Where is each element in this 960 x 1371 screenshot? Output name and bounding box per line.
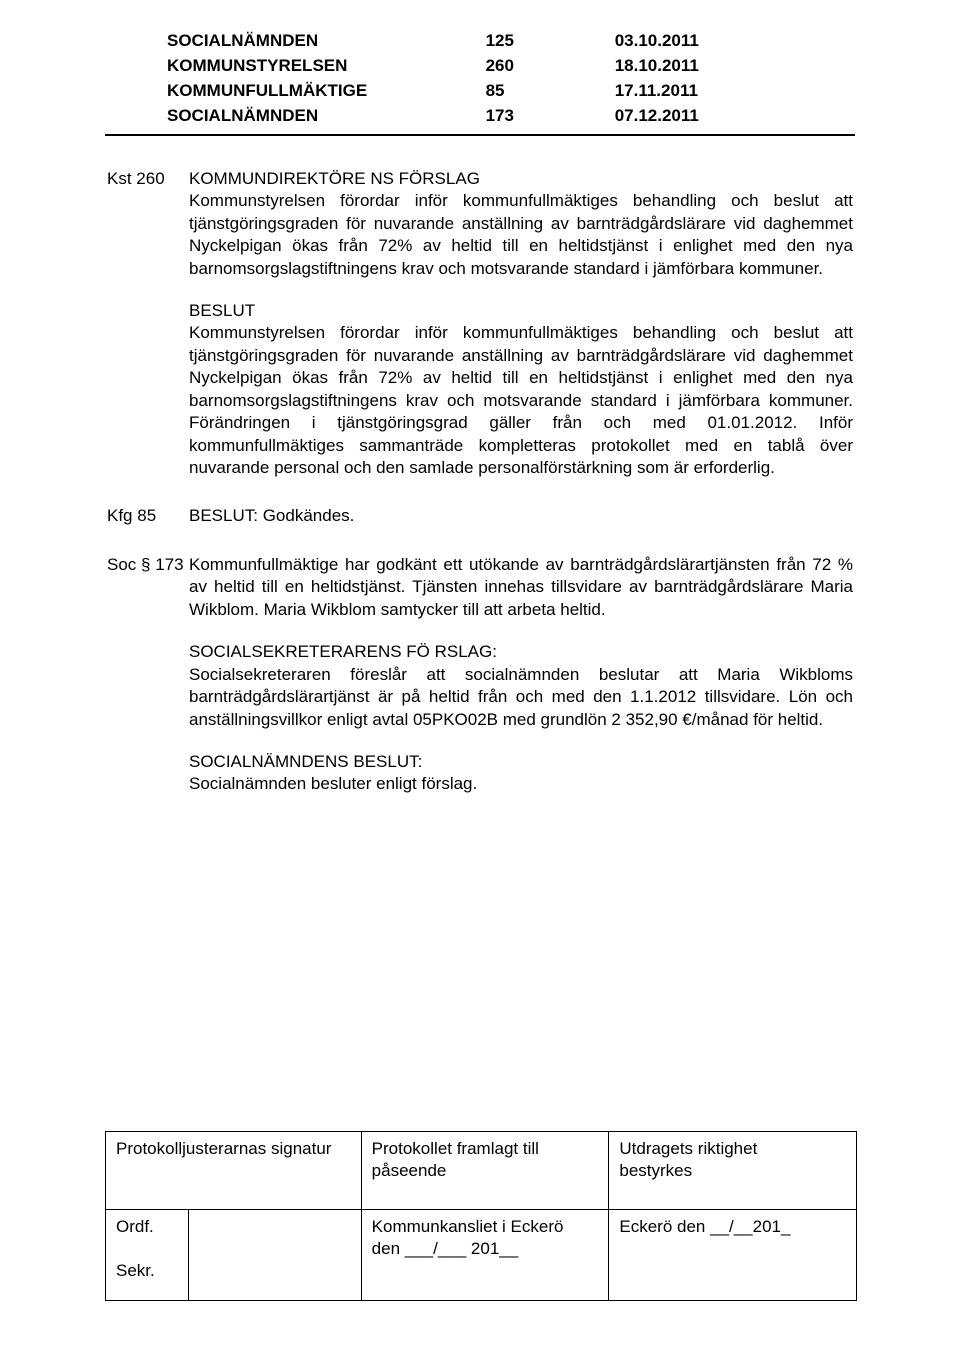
header-row: KOMMUNFULLMÄKTIGE 85 17.11.2011 bbox=[167, 80, 758, 103]
footer-text: Utdragets riktighet bbox=[619, 1139, 757, 1158]
body-text: KOMMUNDIREKTÖRE NS FÖRSLAG Kommunstyrels… bbox=[189, 168, 853, 480]
footer-text: Kommunkansliet i Eckerö bbox=[372, 1217, 564, 1236]
header-label: SOCIALNÄMNDEN bbox=[167, 30, 484, 53]
paragraph: Kommunstyrelsen förordar inför kommunful… bbox=[189, 322, 853, 479]
page: SOCIALNÄMNDEN 125 03.10.2011 KOMMUNSTYRE… bbox=[0, 0, 960, 1371]
header-label: SOCIALNÄMNDEN bbox=[167, 105, 484, 128]
paragraph: Kommunfullmäktige har godkänt ett utökan… bbox=[189, 554, 853, 621]
footer-text: den ___/___ 201__ bbox=[372, 1239, 519, 1258]
header-table: SOCIALNÄMNDEN 125 03.10.2011 KOMMUNSTYRE… bbox=[165, 28, 760, 130]
header-date: 17.11.2011 bbox=[615, 80, 758, 103]
header-date: 18.10.2011 bbox=[615, 55, 758, 78]
header-row: SOCIALNÄMNDEN 125 03.10.2011 bbox=[167, 30, 758, 53]
footer-row-1: Protokolljusterarnas signatur Protokolle… bbox=[106, 1131, 857, 1209]
footer-cell-utdrag: Utdragets riktighet bestyrkes bbox=[609, 1131, 857, 1209]
header-label: KOMMUNFULLMÄKTIGE bbox=[167, 80, 484, 103]
header-num: 260 bbox=[486, 55, 613, 78]
section-soc173: Soc § 173 Kommunfullmäktige har godkänt … bbox=[105, 552, 855, 798]
paragraph: Kommunstyrelsen förordar inför kommunful… bbox=[189, 190, 853, 280]
footer-cell-ordf: Ordf. Sekr. bbox=[106, 1209, 189, 1300]
body-text: BESLUT: Godkändes. bbox=[189, 505, 354, 527]
section-kst260: Kst 260 KOMMUNDIREKTÖRE NS FÖRSLAG Kommu… bbox=[105, 166, 855, 482]
section-kfg85: Kfg 85 BESLUT: Godkändes. bbox=[105, 503, 356, 529]
ref-label: Kst 260 bbox=[107, 168, 187, 480]
footer-cell-signature: Protokolljusterarnas signatur bbox=[106, 1131, 362, 1209]
header-label: KOMMUNSTYRELSEN bbox=[167, 55, 484, 78]
footer-table: Protokolljusterarnas signatur Protokolle… bbox=[105, 1131, 857, 1301]
header-num: 85 bbox=[486, 80, 613, 103]
ref-label: Kfg 85 bbox=[107, 505, 187, 527]
header-row: SOCIALNÄMNDEN 173 07.12.2011 bbox=[167, 105, 758, 128]
paragraph: Socialsekreteraren föreslår att socialnä… bbox=[189, 664, 853, 731]
footer-text: bestyrkes bbox=[619, 1161, 692, 1180]
footer-text: Protokollet framlagt till påseende bbox=[372, 1139, 539, 1180]
sub-heading: SOCIALSEKRETERARENS FÖ RSLAG: bbox=[189, 641, 853, 663]
header-row: KOMMUNSTYRELSEN 260 18.10.2011 bbox=[167, 55, 758, 78]
header-date: 07.12.2011 bbox=[615, 105, 758, 128]
header-num: 125 bbox=[486, 30, 613, 53]
footer-row-2: Ordf. Sekr. Kommunkansliet i Eckerö den … bbox=[106, 1209, 857, 1300]
footer-cell-framlagt: Protokollet framlagt till påseende bbox=[361, 1131, 609, 1209]
decision-heading: BESLUT bbox=[189, 300, 853, 322]
footer-cell-kansli: Kommunkansliet i Eckerö den ___/___ 201_… bbox=[361, 1209, 609, 1300]
ref-label: Soc § 173 bbox=[107, 554, 187, 796]
footer-cell-blank bbox=[189, 1209, 362, 1300]
paragraph: Socialnämnden besluter enligt förslag. bbox=[189, 773, 853, 795]
proposal-title: KOMMUNDIREKTÖRE NS FÖRSLAG bbox=[189, 168, 853, 190]
footer-text: Ordf. bbox=[116, 1217, 154, 1236]
header-block: SOCIALNÄMNDEN 125 03.10.2011 KOMMUNSTYRE… bbox=[105, 28, 855, 136]
footer-text: Sekr. bbox=[116, 1261, 155, 1280]
sub-heading: SOCIALNÄMNDENS BESLUT: bbox=[189, 751, 853, 773]
footer-cell-eckero: Eckerö den __/__201_ bbox=[609, 1209, 857, 1300]
header-num: 173 bbox=[486, 105, 613, 128]
header-date: 03.10.2011 bbox=[615, 30, 758, 53]
body-text: Kommunfullmäktige har godkänt ett utökan… bbox=[189, 554, 853, 796]
footer-block: Protokolljusterarnas signatur Protokolle… bbox=[105, 1131, 857, 1301]
